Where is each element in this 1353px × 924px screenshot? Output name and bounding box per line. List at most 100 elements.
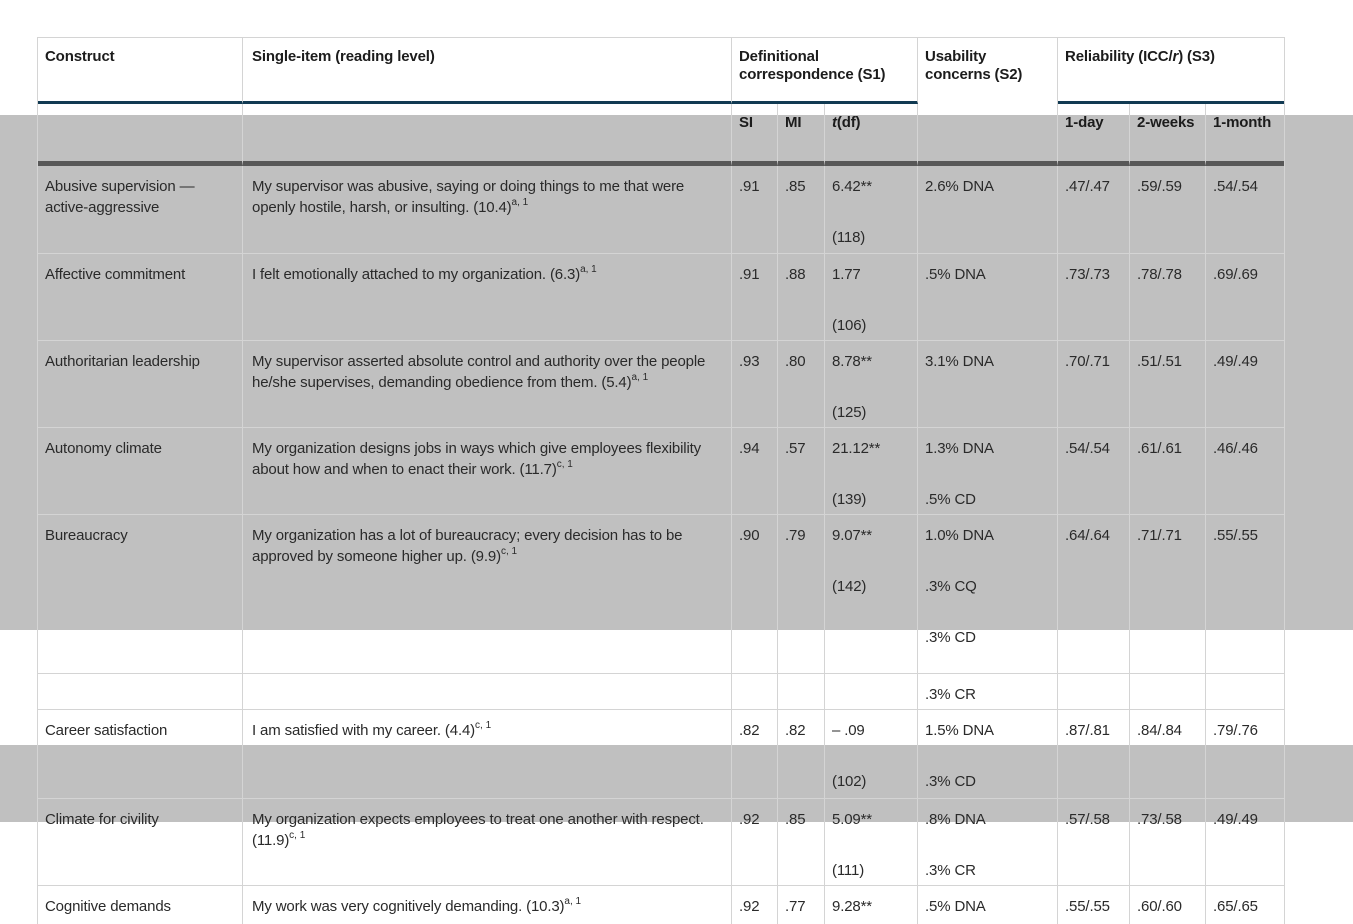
col-header-mi: MI — [778, 104, 825, 166]
tdf-cell: 9.07** (142) — [825, 515, 919, 674]
header-sub-row: SI MI t(df) 1-day 2-weeks 1-month — [38, 104, 1285, 166]
usability-cell: .3% CR — [918, 674, 1059, 710]
tdf-cell: 5.09** (111) — [825, 799, 919, 886]
item-superscript: a, 1 — [564, 896, 582, 907]
empty-subheader — [243, 104, 732, 166]
tdf-cell — [825, 674, 919, 710]
item-superscript: a, 1 — [631, 372, 649, 383]
header-group-row: Construct Single-item (reading level) De… — [38, 38, 1285, 166]
col-header-2-weeks: 2-weeks — [1130, 104, 1207, 166]
col-header-reliability: Reliability (ICC/r) (S3) — [1058, 38, 1285, 104]
item-superscript: a, 1 — [580, 264, 597, 275]
tdf-cell: 8.78** (125) — [825, 341, 919, 428]
col-header-construct: Construct — [38, 38, 243, 104]
reliability-2weeks-cell: .51/.51 — [1130, 341, 1207, 428]
col-header-usability-concerns: Usability concerns (S2) — [918, 38, 1059, 166]
reliability-1month-cell: .65/.65 — [1213, 898, 1258, 915]
empty-subheader — [38, 104, 243, 166]
si-cell: .94 — [732, 428, 778, 515]
table-row: Authoritarian leadership My supervisor a… — [38, 341, 1285, 428]
item-cell: I felt emotionally attached to my organi… — [243, 254, 732, 341]
mi-cell — [778, 674, 825, 710]
usability-cell: .5% DNA — [918, 254, 1059, 341]
mi-cell: .79 — [778, 515, 825, 674]
col-header-tdf: t(df) — [825, 104, 919, 166]
measures-table: Construct Single-item (reading level) De… — [37, 37, 1286, 924]
construct-cell: Career satisfaction — [38, 710, 243, 799]
si-cell: .93 — [732, 341, 778, 428]
mi-cell: .85 — [778, 166, 825, 254]
reliability-2weeks-cell: .61/.61 — [1130, 428, 1207, 515]
reliability-1month-cell: .46/.46 — [1206, 428, 1285, 515]
construct-cell: Climate for civility — [38, 799, 243, 886]
reliability-1day-cell: .55/.55 — [1058, 886, 1131, 924]
usability-cell: 1.3% DNA .5% CD — [918, 428, 1059, 515]
tdf-cell: – .09 (102) — [825, 710, 919, 799]
reliability-1day-cell: .73/.73 — [1058, 254, 1131, 341]
table-row-continuation: .3% CR — [38, 674, 1285, 710]
table-row: Cognitive demands My work was very cogni… — [38, 886, 1284, 924]
reliability-1month-cell: .49/.49 — [1206, 799, 1285, 886]
table-row: Climate for civility My organization exp… — [38, 799, 1285, 886]
reliability-1month-cell: .55/.55 — [1206, 515, 1285, 674]
construct-cell: Authoritarian leadership — [38, 341, 243, 428]
si-cell: .90 — [732, 515, 778, 674]
si-cell: .82 — [732, 710, 778, 799]
mi-cell: .80 — [778, 341, 825, 428]
reliability-1day-cell: .87/.81 — [1058, 710, 1131, 799]
tdf-cell: 9.28**(122) — [825, 886, 919, 924]
construct-cell: Bureaucracy — [38, 515, 243, 674]
item-superscript: c, 1 — [289, 830, 306, 841]
reliability-2weeks-cell: .78/.78 — [1130, 254, 1207, 341]
usability-cell: 2.6% DNA — [918, 166, 1059, 254]
si-cell: .92 — [732, 886, 778, 924]
usability-cell: 3.1% DNA — [918, 341, 1059, 428]
usability-cell: .8% DNA .3% CR — [918, 799, 1059, 886]
usability-cell: 1.5% DNA .3% CD — [918, 710, 1059, 799]
reliability-1month-cell: .69/.69 — [1206, 254, 1285, 341]
construct-cell — [38, 674, 243, 710]
reliability-1day-cell: .54/.54 — [1058, 428, 1131, 515]
tdf-cell: 6.42** (118) — [825, 166, 919, 254]
table-row: Career satisfaction I am satisfied with … — [38, 710, 1285, 799]
usability-cell: .5% DNA5% CQ — [918, 886, 1059, 924]
usability-cell: 1.0% DNA .3% CQ .3% CD — [918, 515, 1059, 674]
mi-cell: .88 — [778, 254, 825, 341]
table-row: Bureaucracy My organization has a lot of… — [38, 515, 1285, 674]
item-superscript: c, 1 — [556, 459, 573, 470]
table-row: Abusive supervision — active-aggressive … — [38, 166, 1285, 254]
reliability-2weeks-cell — [1130, 674, 1207, 710]
si-cell: .92 — [732, 799, 778, 886]
reliability-2weeks-cell: .59/.59 — [1130, 166, 1207, 254]
mi-cell: .57 — [778, 428, 825, 515]
si-cell: .91 — [732, 166, 778, 254]
mi-cell: .85 — [778, 799, 825, 886]
reliability-2weeks-cell: .84/.84 — [1130, 710, 1207, 799]
construct-cell: Affective commitment — [38, 254, 243, 341]
item-cell: My work was very cognitively demanding. … — [243, 886, 732, 924]
reliability-1month-cell: .49/.49 — [1206, 341, 1285, 428]
reliability-1month-cell — [1206, 674, 1285, 710]
si-cell — [732, 674, 778, 710]
reliability-2weeks-cell: .73/.58 — [1130, 799, 1207, 886]
item-cell: My organization expects employees to tre… — [243, 799, 732, 886]
reliability-1month-cell: .79/.76 — [1206, 710, 1285, 799]
table-row: Affective commitment I felt emotionally … — [38, 254, 1285, 341]
col-header-si: SI — [732, 104, 778, 166]
mi-cell: .82 — [778, 710, 825, 799]
item-cell: My organization designs jobs in ways whi… — [243, 428, 732, 515]
col-header-1-day: 1-day — [1058, 104, 1131, 166]
highlight-band — [0, 745, 1353, 822]
item-cell: My organization has a lot of bureaucracy… — [243, 515, 732, 674]
item-superscript: a, 1 — [511, 197, 529, 208]
si-cell: .91 — [732, 254, 778, 341]
item-cell: My supervisor was abusive, saying or doi… — [243, 166, 732, 254]
reliability-1day-cell — [1058, 674, 1131, 710]
col-header-definitional-correspondence: Definitional correspondence (S1) — [732, 38, 919, 104]
reliability-2weeks-cell: .71/.71 — [1130, 515, 1207, 674]
reliability-1day-cell: .64/.64 — [1058, 515, 1131, 674]
reliability-1month-cell: .54/.54 — [1206, 166, 1285, 254]
item-cell: My supervisor asserted absolute control … — [243, 341, 732, 428]
construct-cell: Abusive supervision — active-aggressive — [38, 166, 243, 254]
